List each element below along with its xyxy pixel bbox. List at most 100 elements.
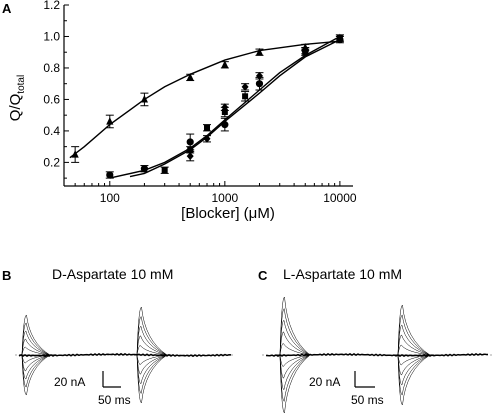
transient-sweep [19, 314, 54, 356]
data-point-triangle [255, 47, 264, 56]
data-point-square [301, 48, 310, 56]
panel-b-current-scale: 20 nA [54, 375, 85, 389]
transient-family [395, 304, 434, 406]
diamond-marker [221, 103, 229, 112]
data-point-square [241, 91, 250, 102]
y-tick-label: 1.2 [43, 0, 60, 12]
transient-sweep [19, 354, 54, 388]
panel-b-scale-bar: 20 nA 50 ms [54, 371, 131, 407]
data-point-circle [255, 76, 264, 91]
data-point-diamond [255, 71, 264, 80]
transient-sweep [277, 354, 314, 379]
data-point-diamond [203, 134, 212, 143]
transient-sweep [395, 354, 434, 386]
triangle-marker [140, 95, 149, 103]
transient-sweep [277, 354, 314, 402]
fit-curve-square [129, 38, 341, 178]
y-tick-label: 0.6 [43, 92, 60, 106]
data-point-diamond [220, 103, 229, 112]
transient-sweep [19, 354, 54, 372]
diamond-marker [203, 134, 211, 143]
transient-sweep [134, 354, 171, 394]
transient-sweep [395, 354, 434, 366]
triangle-marker [71, 150, 79, 158]
l-aspartate-current-traces [262, 296, 492, 414]
panel-b-label: B [2, 268, 11, 283]
square-marker [161, 167, 168, 174]
circle-marker [255, 80, 264, 88]
panel-b-title: D-Aspartate 10 mM [52, 266, 173, 282]
transient-sweep [134, 345, 171, 356]
triangle-marker [255, 47, 264, 56]
data-point-diamond [186, 150, 195, 162]
transient-family [277, 296, 314, 414]
transient-sweep [134, 306, 171, 356]
data-point-square [203, 124, 212, 132]
transient-sweep [134, 354, 171, 375]
dose-response-chart: 0.2 0.4 0.6 0.8 1.0 1.2 100 1000 10000 [Blocker]… [7, 0, 357, 222]
circle-marker [140, 165, 149, 173]
transient-sweep [277, 296, 314, 356]
panel-c-time-scale: 50 ms [351, 393, 384, 407]
x-axis-title: [Blocker] (μM) [181, 205, 275, 222]
transient-sweep [134, 354, 171, 365]
panel-c-current-scale: 20 nA [309, 375, 340, 389]
panel-b-time-scale: 50 ms [98, 393, 131, 407]
transient-sweep [277, 354, 314, 391]
transient-sweep [277, 343, 314, 356]
square-marker [204, 124, 211, 131]
x-tick-label: 100 [100, 191, 120, 205]
fit-curve-circle [109, 35, 341, 179]
transient-family [19, 314, 54, 396]
transient-sweep [134, 354, 171, 404]
panel-c-title: L-Aspartate 10 mM [283, 266, 402, 282]
transient-sweep [19, 354, 54, 364]
data-point-triangle [186, 73, 195, 82]
transient-sweep [134, 354, 171, 385]
transient-sweep [395, 354, 434, 376]
data-point-diamond [241, 82, 250, 91]
y-tick-label: 0.8 [43, 61, 60, 75]
d-aspartate-current-traces [15, 306, 235, 404]
y-axis-title: Q/Qtotal [7, 75, 27, 121]
transient-sweep [19, 346, 54, 356]
x-tick-label: 1000 [211, 191, 238, 205]
panel-a-label: A [2, 1, 12, 16]
data-point-triangle [140, 92, 149, 107]
y-tick-label: 0.4 [43, 124, 60, 138]
current-trace [18, 352, 232, 358]
transient-family [134, 306, 171, 404]
data-point-circle [220, 117, 229, 132]
transient-sweep [395, 344, 434, 356]
circle-marker [221, 121, 229, 129]
y-tick-label: 1.0 [43, 29, 60, 43]
data-point-square [160, 166, 169, 174]
data-point-triangle [105, 114, 114, 129]
transient-sweep [19, 354, 54, 380]
x-tick-label: 10000 [323, 191, 357, 205]
circle-marker [186, 138, 194, 146]
square-marker [336, 35, 343, 42]
diamond-marker [255, 71, 263, 80]
triangle-marker [221, 60, 229, 68]
y-tick-label: 0.2 [43, 155, 60, 169]
circle-marker [106, 171, 114, 179]
transient-sweep [395, 354, 434, 406]
data-point-square [335, 34, 344, 42]
transient-sweep [277, 354, 314, 367]
square-marker [242, 93, 249, 100]
panel-c-scale-bar: 20 nA 50 ms [309, 371, 384, 407]
data-point-circle [105, 171, 114, 179]
diamond-marker [186, 152, 194, 161]
square-marker [187, 146, 194, 153]
square-marker [221, 109, 228, 116]
square-marker [302, 49, 309, 56]
diamond-marker [241, 82, 249, 91]
data-point-circle [140, 165, 149, 173]
data-point-triangle [71, 146, 80, 163]
triangle-marker [106, 117, 114, 125]
panel-c-label: C [258, 268, 268, 283]
data-point-triangle [220, 60, 229, 69]
fit-curve-triangle [69, 40, 340, 159]
